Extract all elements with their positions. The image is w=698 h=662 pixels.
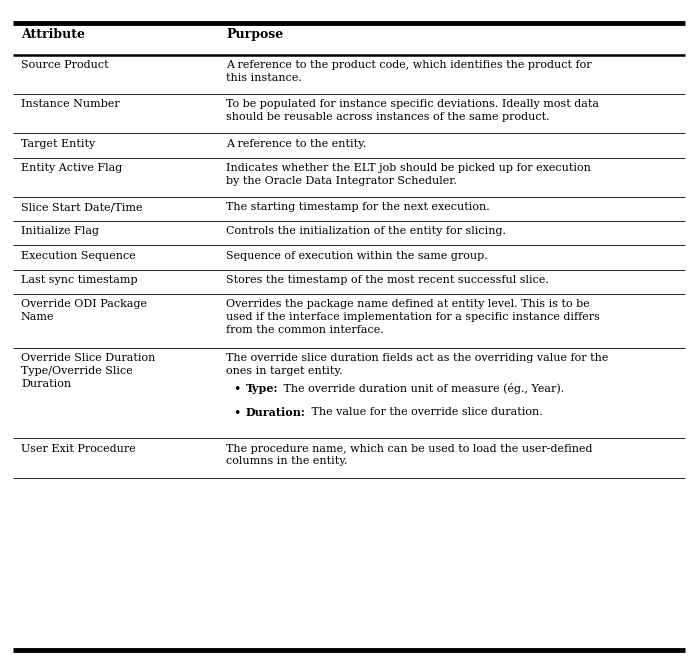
Text: A reference to the product code, which identifies the product for
this instance.: A reference to the product code, which i… [226, 60, 592, 83]
Text: Controls the initialization of the entity for slicing.: Controls the initialization of the entit… [226, 226, 506, 236]
Text: The override slice duration fields act as the overriding value for the
ones in t: The override slice duration fields act a… [226, 354, 609, 376]
Text: Stores the timestamp of the most recent successful slice.: Stores the timestamp of the most recent … [226, 275, 549, 285]
Text: The procedure name, which can be used to load the user-defined
columns in the en: The procedure name, which can be used to… [226, 444, 593, 467]
Text: Duration:: Duration: [246, 406, 306, 418]
Text: Purpose: Purpose [226, 28, 283, 42]
Text: Execution Sequence: Execution Sequence [21, 251, 135, 261]
Text: A reference to the entity.: A reference to the entity. [226, 138, 366, 148]
Text: Type:: Type: [246, 383, 279, 394]
Text: The starting timestamp for the next execution.: The starting timestamp for the next exec… [226, 202, 490, 212]
Text: Initialize Flag: Initialize Flag [21, 226, 99, 236]
Text: Source Product: Source Product [21, 60, 109, 70]
Text: Override Slice Duration
Type/Override Slice
Duration: Override Slice Duration Type/Override Sl… [21, 354, 156, 389]
Text: User Exit Procedure: User Exit Procedure [21, 444, 135, 453]
Text: •: • [233, 406, 241, 420]
Text: Instance Number: Instance Number [21, 99, 119, 109]
Text: Sequence of execution within the same group.: Sequence of execution within the same gr… [226, 251, 488, 261]
Text: The override duration unit of measure (ég., Year).: The override duration unit of measure (é… [280, 383, 565, 394]
Text: Attribute: Attribute [21, 28, 85, 42]
Text: Slice Start Date/Time: Slice Start Date/Time [21, 202, 142, 212]
Text: Last sync timestamp: Last sync timestamp [21, 275, 138, 285]
Text: The value for the override slice duration.: The value for the override slice duratio… [308, 406, 542, 416]
Text: Override ODI Package
Name: Override ODI Package Name [21, 299, 147, 322]
Text: Entity Active Flag: Entity Active Flag [21, 163, 122, 173]
Text: Target Entity: Target Entity [21, 138, 95, 148]
Text: Indicates whether the ELT job should be picked up for execution
by the Oracle Da: Indicates whether the ELT job should be … [226, 163, 591, 185]
Text: •: • [233, 383, 241, 396]
Text: To be populated for instance specific deviations. Ideally most data
should be re: To be populated for instance specific de… [226, 99, 599, 122]
Text: Overrides the package name defined at entity level. This is to be
used if the in: Overrides the package name defined at en… [226, 299, 600, 335]
